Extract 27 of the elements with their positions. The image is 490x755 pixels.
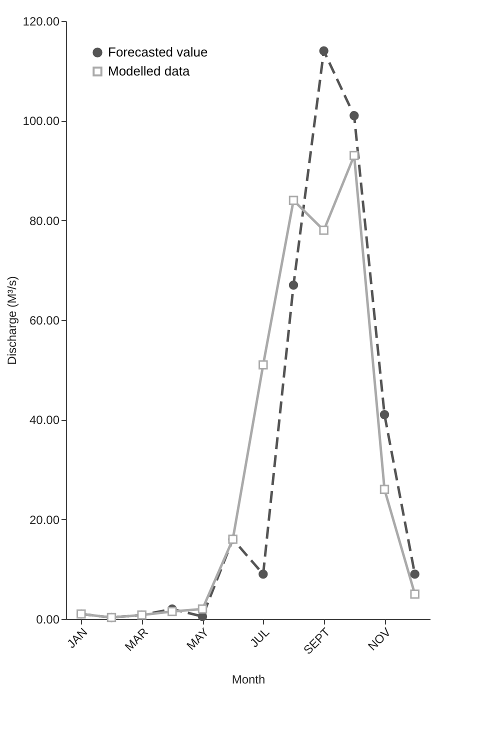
y-tick-label: 60.00 [29, 314, 60, 328]
point [410, 570, 420, 579]
y-axis-title: Discharge (M³/s) [4, 276, 19, 365]
point [350, 111, 359, 120]
point [350, 150, 359, 160]
point [288, 196, 298, 206]
y-tick-label: 20.00 [29, 512, 60, 527]
point [380, 410, 390, 420]
x-tick-label: JUL [247, 624, 272, 650]
point [319, 226, 328, 235]
legend-label: Modelled data [108, 64, 190, 78]
y-tick-label: 40.00 [29, 413, 60, 428]
point [380, 484, 390, 494]
point [258, 570, 268, 579]
point [410, 589, 420, 599]
x-tick-label: JAN [64, 625, 90, 652]
legend-label: Forecasted value [108, 44, 208, 60]
point [168, 606, 177, 616]
y-tick-label: 80.00 [29, 214, 60, 228]
point [319, 46, 328, 56]
x-axis-title: Month [232, 672, 266, 686]
y-tick-label: 0.00 [36, 612, 60, 626]
y-tick-label: 100.00 [22, 114, 60, 128]
point [198, 604, 208, 614]
point [288, 280, 298, 290]
point [258, 360, 268, 370]
y-tick-label: 120.00 [22, 14, 60, 28]
